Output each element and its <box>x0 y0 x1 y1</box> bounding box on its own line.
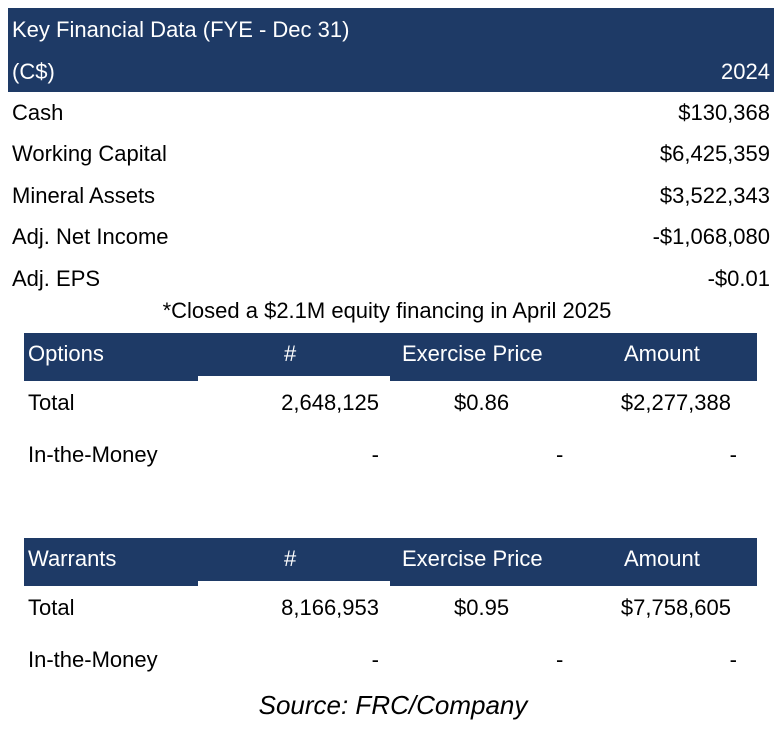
cell: 8,166,953 <box>281 595 379 620</box>
row-value: $130,368 <box>678 99 770 125</box>
table-row: Total 8,166,953 $0.95 $7,758,605 <box>24 586 757 638</box>
source-caption: Source: FRC/Company <box>258 690 528 720</box>
row-value: $3,522,343 <box>659 182 770 208</box>
key-financial-subheader: (C$) 2024 <box>8 51 774 92</box>
cell: $7,758,605 <box>620 595 731 620</box>
header-divider <box>198 376 390 381</box>
cell: In-the-Money <box>28 647 158 672</box>
cell: - <box>729 647 737 672</box>
column-header: Amount <box>624 341 700 366</box>
warrants-table: Warrants # Exercise Price Amount Total 8… <box>24 538 757 690</box>
column-header: Amount <box>624 546 700 571</box>
row-label: Adj. EPS <box>12 265 101 291</box>
cell: - <box>556 442 564 467</box>
options-table: Options # Exercise Price Amount Total 2,… <box>24 333 757 485</box>
table-row: Adj. Net Income -$1,068,080 <box>8 217 774 259</box>
key-financial-header: Key Financial Data (FYE - Dec 31) (C$) 2… <box>8 8 774 92</box>
year-label: 2024 <box>721 58 770 84</box>
row-value: -$0.01 <box>707 265 770 291</box>
cell: $0.95 <box>454 595 510 620</box>
key-financial-data-table: Key Financial Data (FYE - Dec 31) (C$) 2… <box>8 8 774 300</box>
column-header: # <box>284 341 297 366</box>
currency-label: (C$) <box>12 58 55 84</box>
row-label: Adj. Net Income <box>12 224 169 250</box>
table-row: Total 2,648,125 $0.86 $2,277,388 <box>24 381 757 433</box>
row-value: -$1,068,080 <box>652 224 770 250</box>
table-row: Working Capital $6,425,359 <box>8 134 774 176</box>
cell: $2,277,388 <box>620 390 731 415</box>
table-row: In-the-Money - - - <box>24 638 757 690</box>
warrants-header: Warrants # Exercise Price Amount <box>24 538 757 586</box>
row-label: Cash <box>12 99 64 125</box>
row-value: $6,425,359 <box>659 141 770 167</box>
table-row: Adj. EPS -$0.01 <box>8 258 774 300</box>
table-row: Cash $130,368 <box>8 92 774 134</box>
column-header: Warrants <box>28 546 117 571</box>
column-header: Exercise Price <box>402 341 543 366</box>
cell: - <box>371 647 379 672</box>
column-header: Options <box>28 341 104 366</box>
column-header: # <box>284 546 297 571</box>
cell: - <box>729 442 737 467</box>
cell: - <box>371 442 379 467</box>
cell: Total <box>28 390 75 415</box>
cell: $0.86 <box>454 390 510 415</box>
financing-note: *Closed a $2.1M equity financing in Apri… <box>162 298 612 323</box>
cell: 2,648,125 <box>281 390 379 415</box>
table-row: In-the-Money - - - <box>24 433 757 485</box>
column-header: Exercise Price <box>402 546 543 571</box>
row-label: Mineral Assets <box>12 182 156 208</box>
cell: - <box>556 647 564 672</box>
options-header: Options # Exercise Price Amount <box>24 333 757 381</box>
key-financial-title: Key Financial Data (FYE - Dec 31) <box>12 17 350 42</box>
cell: Total <box>28 595 75 620</box>
row-label: Working Capital <box>12 141 167 167</box>
table-row: Mineral Assets $3,522,343 <box>8 175 774 217</box>
cell: In-the-Money <box>28 442 158 467</box>
header-divider <box>198 581 390 586</box>
